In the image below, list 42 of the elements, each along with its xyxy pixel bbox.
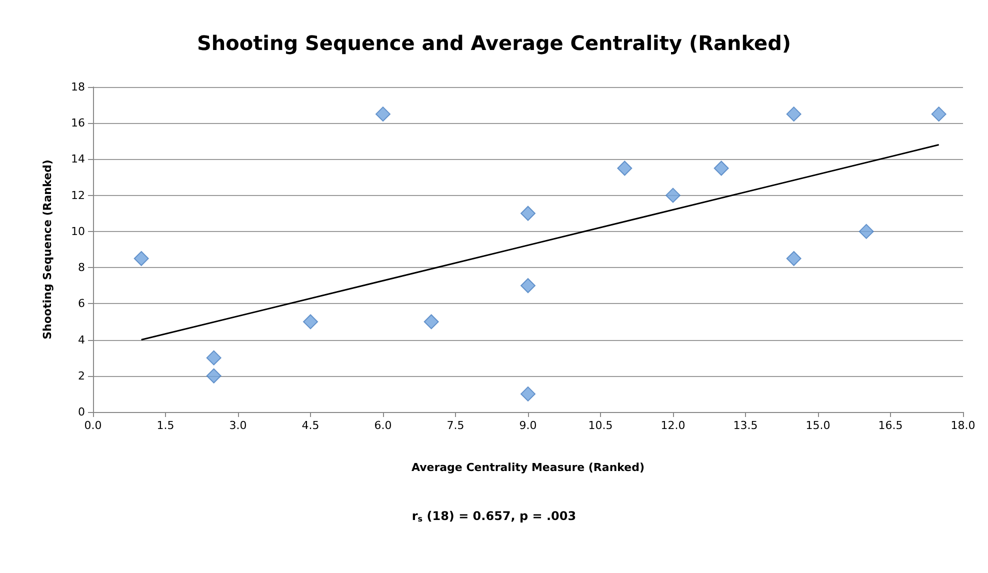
y-tick-label: 8 — [78, 261, 85, 274]
y-tick-label: 0 — [78, 406, 85, 418]
x-tick-label: 16.5 — [878, 419, 903, 432]
point — [520, 206, 536, 221]
point — [520, 278, 536, 294]
x-tick-label: 18.0 — [950, 419, 976, 432]
point — [376, 106, 390, 122]
x-tick-label: 12.0 — [660, 419, 686, 432]
x-tick-label: 10.5 — [588, 419, 613, 432]
y-tick-label: 10 — [71, 224, 85, 238]
y-tick-label: 16 — [71, 116, 85, 130]
point — [520, 386, 536, 402]
point — [617, 160, 632, 176]
y-tick-label: 2 — [78, 369, 85, 382]
y-tick-label: 4 — [78, 333, 85, 346]
y-tick-label: 18 — [71, 80, 85, 94]
x-tick-label: 15.0 — [806, 419, 830, 432]
x-tick-label: 9.0 — [519, 419, 537, 432]
point — [666, 188, 680, 203]
x-tick-label: 0.0 — [84, 419, 102, 432]
x-tick-label: 4.5 — [302, 419, 320, 432]
point — [786, 251, 802, 266]
chart-title: Shooting Sequence and Average Centrality (Ranked) — [196, 31, 792, 55]
x-tick-label: 6.0 — [374, 419, 392, 432]
point — [786, 106, 802, 122]
point — [931, 106, 946, 122]
point — [206, 368, 222, 384]
y-tick-label: 12 — [71, 188, 85, 202]
y-tick-label: 6 — [78, 297, 85, 310]
y-tick-label: 14 — [71, 152, 85, 166]
x-tick-label: 13.5 — [733, 419, 758, 432]
point — [134, 251, 149, 266]
x-tick-label: 1.5 — [156, 419, 174, 432]
point — [858, 224, 874, 239]
point — [206, 350, 222, 366]
x-tick-label: 3.0 — [229, 419, 247, 432]
point — [714, 160, 729, 176]
x-tick-label: 7.5 — [446, 419, 464, 432]
y-axis-title: Shooting Sequence (Ranked) — [41, 160, 54, 340]
x-axis-title: Average Centrality Measure (Ranked) — [411, 461, 645, 474]
point — [424, 314, 439, 330]
point — [303, 314, 318, 330]
